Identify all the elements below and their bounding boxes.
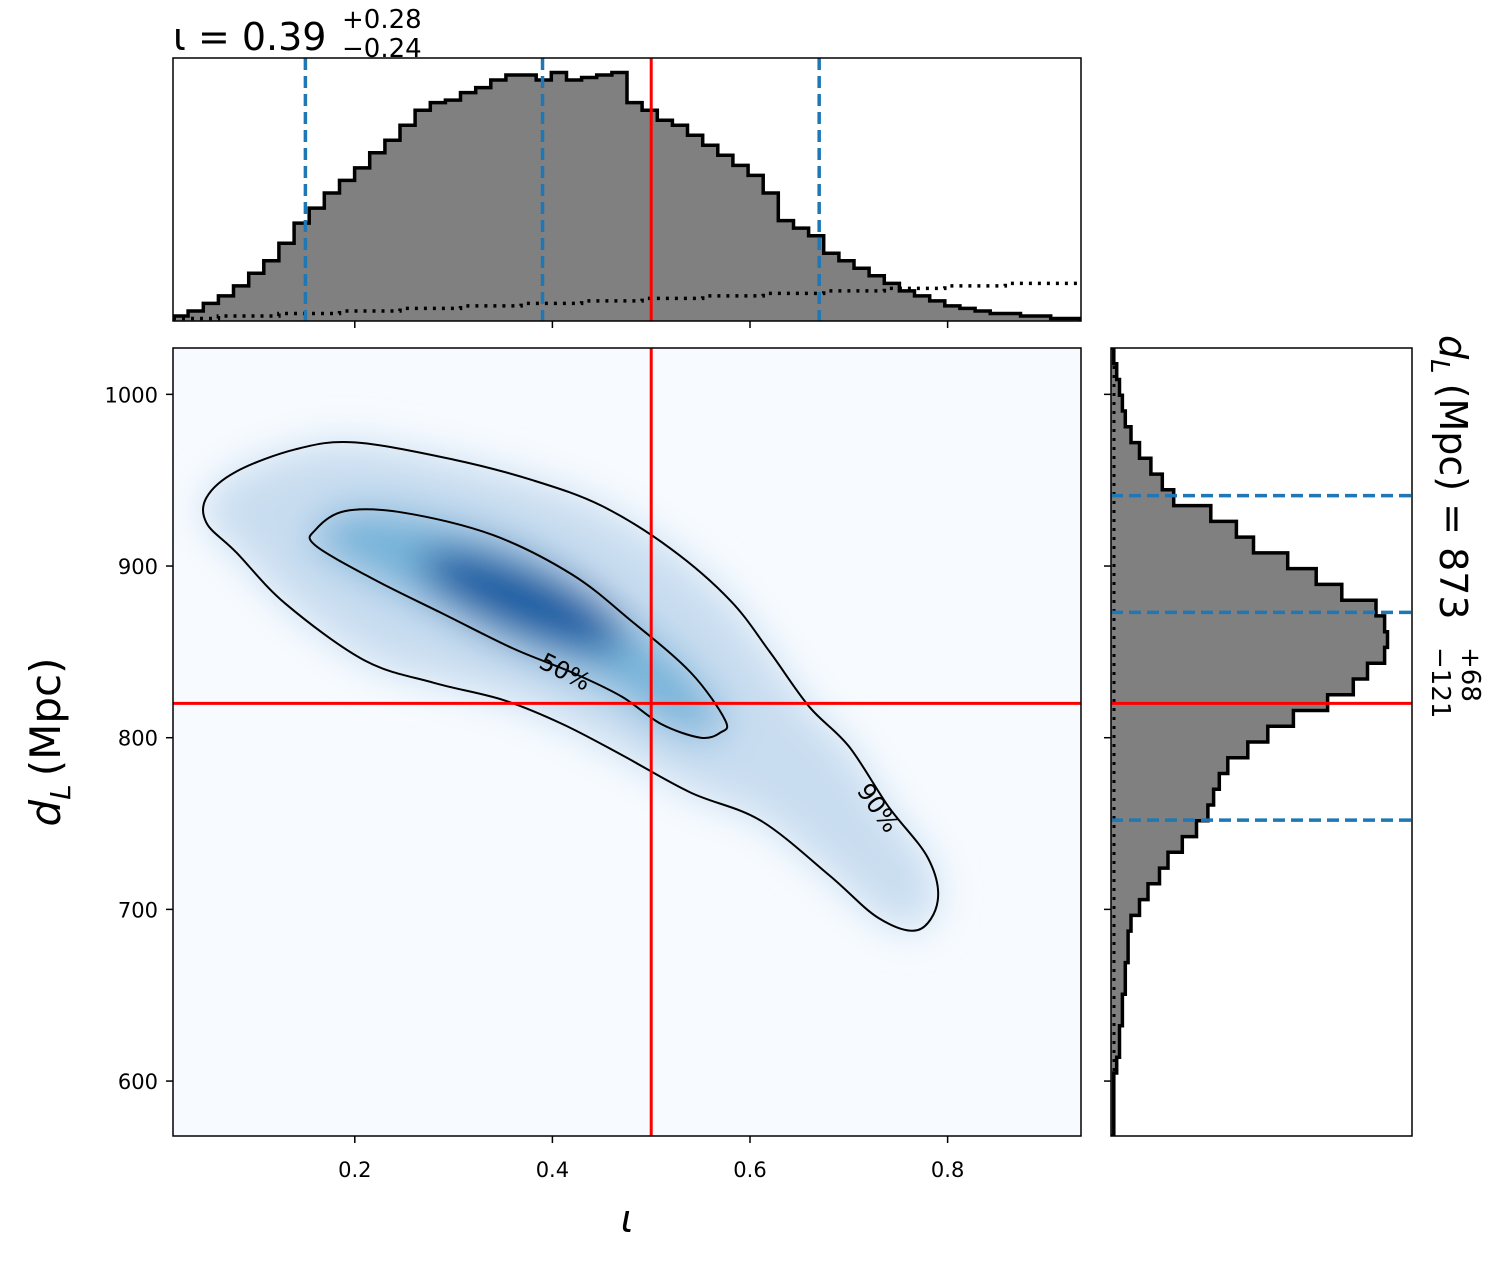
- y-tick-label: 700: [118, 898, 158, 922]
- y-axis-label-unit: (Mpc): [21, 657, 70, 776]
- y-tick-label: 800: [118, 727, 158, 751]
- y-tick-label: 600: [118, 1070, 158, 1094]
- x-tick-label: 0.4: [536, 1158, 569, 1182]
- right-title-main: (Mpc) = 873: [1431, 384, 1475, 620]
- right-title-symbol: d: [1431, 335, 1475, 360]
- top-marginal-panel: [172, 57, 1082, 328]
- svg-text:dL(Mpc): dL (Mpc): [21, 657, 77, 826]
- top-title: ι = 0.39: [173, 15, 326, 59]
- top-title-main: ι = 0.39: [173, 15, 326, 59]
- svg-text:dL(Mpc) = 873: dL (Mpc) = 873: [1424, 335, 1475, 620]
- right-title-subscript: L: [1424, 359, 1454, 374]
- right-title: dL (Mpc) = 873 +68 −121: [1424, 335, 1485, 718]
- main-y-ticks: 600 700 800 900 1000: [105, 383, 173, 1094]
- x-tick-label: 0.8: [931, 1158, 964, 1182]
- density-map: [202, 441, 939, 931]
- main-x-ticks: 0.2 0.4 0.6 0.8: [338, 1136, 964, 1182]
- contour-50-line: [308, 508, 729, 739]
- y-axis-label: dL (Mpc): [21, 657, 77, 826]
- top-ticks: [354, 321, 949, 328]
- right-histogram-step: [1111, 348, 1390, 1136]
- right-ticks: [1104, 393, 1111, 1082]
- right-title-sup: +68: [1455, 647, 1485, 702]
- y-axis-label-symbol: d: [21, 800, 70, 827]
- contour-90-line: [201, 441, 940, 932]
- x-tick-label: 0.6: [733, 1158, 766, 1182]
- x-tick-label: 0.2: [338, 1158, 371, 1182]
- right-marginal-panel: [1104, 347, 1413, 1137]
- x-axis-label: ι: [621, 1197, 634, 1241]
- density-core-region: [419, 548, 626, 653]
- top-histogram-step: [173, 70, 1081, 321]
- right-title-sub: −121: [1425, 647, 1455, 718]
- y-axis-label-subscript: L: [44, 784, 77, 800]
- y-tick-label: 900: [118, 555, 158, 579]
- top-title-sup: +0.28: [342, 5, 422, 35]
- top-title-sub: −0.24: [342, 34, 422, 64]
- y-tick-label: 1000: [105, 383, 158, 407]
